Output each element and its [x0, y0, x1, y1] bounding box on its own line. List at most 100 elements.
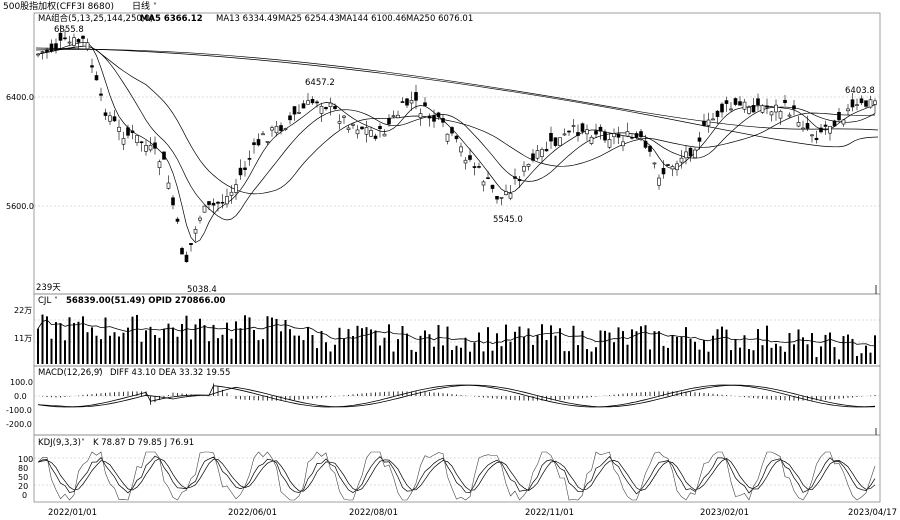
volume-bar: [784, 351, 786, 364]
macd-tick-minus100: -100.0: [6, 406, 32, 415]
period-selector[interactable]: 日线: [132, 0, 150, 12]
candlestick: [477, 162, 481, 169]
candlestick: [369, 126, 373, 138]
volume-bar: [806, 344, 809, 364]
kdj-label[interactable]: KDJ(9,3,3): [38, 438, 81, 448]
candlestick: [391, 110, 396, 118]
volume-bar: [347, 329, 350, 364]
candlestick: [234, 178, 238, 200]
volume-bar: [428, 334, 431, 364]
candlestick: [639, 129, 643, 142]
volume-bar: [860, 353, 863, 364]
volume-bar: [743, 335, 746, 364]
macd-values: DIFF 43.10 DEA 33.32 19.55: [110, 368, 230, 378]
volume-bar: [500, 346, 503, 364]
volume-bar: [779, 346, 782, 364]
chevron-down-icon[interactable]: ˅: [98, 368, 102, 377]
volume-bar: [730, 350, 732, 364]
kdj-panel-frame: [33, 434, 881, 503]
candlestick: [666, 163, 670, 166]
candlestick: [216, 201, 220, 212]
candlestick: [301, 100, 306, 109]
volume-bar: [271, 317, 273, 364]
volume-bar: [703, 340, 705, 364]
candlestick: [661, 160, 666, 179]
volume-bar: [293, 335, 296, 364]
candlestick: [454, 135, 459, 143]
chevron-down-icon[interactable]: ˅: [153, 2, 157, 11]
candlestick: [450, 126, 454, 137]
candlestick: [643, 134, 648, 149]
header-bar: 500股指加权(CFF3I 8680) 日线 ˅: [0, 0, 900, 12]
volume-bar: [766, 325, 768, 364]
candlestick: [175, 217, 180, 225]
volume-bar: [379, 345, 381, 364]
x-date-2: 2022/06/01: [228, 508, 277, 518]
candlestick: [220, 194, 225, 209]
candlestick: [841, 119, 846, 127]
candlestick: [319, 102, 324, 122]
candlestick: [355, 125, 360, 139]
volume-bar: [356, 325, 359, 364]
chevron-down-icon[interactable]: ˅: [81, 438, 85, 447]
volume-bar: [833, 347, 836, 364]
volume-bar: [824, 334, 827, 364]
volume-bar: [532, 344, 534, 364]
candlestick: [189, 243, 193, 252]
candlestick: [846, 103, 850, 116]
candlestick: [756, 93, 760, 111]
volume-bar: [667, 347, 669, 364]
candlestick: [310, 96, 315, 105]
candlestick: [688, 147, 693, 162]
macd-label[interactable]: MACD(12,26,9): [38, 368, 103, 378]
volume-label[interactable]: CJL: [38, 296, 51, 306]
volume-bar: [140, 341, 143, 364]
candlestick: [135, 135, 139, 146]
volume-bar: [473, 342, 476, 364]
candlestick: [873, 98, 877, 114]
ma-legend: MA组合(5,13,25,144,250,0) MA5 6366.12 MA13…: [38, 13, 473, 24]
volume-bar: [712, 335, 714, 364]
peak-annotation-mid: 6457.2: [305, 78, 335, 88]
volume-bar: [176, 336, 179, 364]
volume-bar: [109, 335, 111, 364]
x-date-4: 2022/11/01: [525, 508, 574, 518]
candlestick: [108, 111, 112, 126]
volume-bar: [226, 322, 228, 364]
volume-bar: [230, 338, 233, 364]
candlestick: [265, 141, 270, 146]
candlestick: [427, 113, 432, 127]
days-counter: 239天: [36, 283, 61, 293]
candlestick: [571, 119, 576, 133]
candlestick: [166, 175, 171, 190]
volume-bar: [388, 324, 390, 364]
candlestick: [657, 174, 661, 190]
kdj-tick-100: 100: [18, 455, 33, 464]
candlestick: [814, 130, 819, 144]
candlestick: [153, 136, 157, 155]
volume-bar: [338, 327, 341, 364]
candlestick: [171, 195, 175, 210]
volume-bar: [145, 330, 147, 364]
candlestick: [130, 124, 135, 140]
candlestick: [522, 161, 526, 177]
trough-annotation-mid: 5545.0: [493, 215, 523, 225]
volume-bar: [748, 349, 750, 364]
volume-bar: [73, 322, 75, 364]
candlestick: [432, 109, 436, 128]
chart-title: 500股指加权(CFF3I 8680): [3, 0, 114, 12]
candlestick: [351, 123, 355, 129]
candlestick: [144, 140, 148, 156]
chevron-down-icon[interactable]: ˅: [54, 296, 58, 305]
volume-bar: [775, 343, 777, 364]
candlestick: [603, 129, 607, 143]
volume-bars: [37, 314, 876, 364]
volume-bar: [478, 332, 480, 364]
volume-bar: [433, 346, 435, 364]
candlestick: [292, 105, 297, 121]
volume-bar: [82, 316, 84, 364]
volume-bar: [136, 314, 138, 364]
ma-legend-label[interactable]: MA组合(5,13,25,144,250,0): [38, 13, 153, 24]
volume-bar: [217, 338, 219, 364]
